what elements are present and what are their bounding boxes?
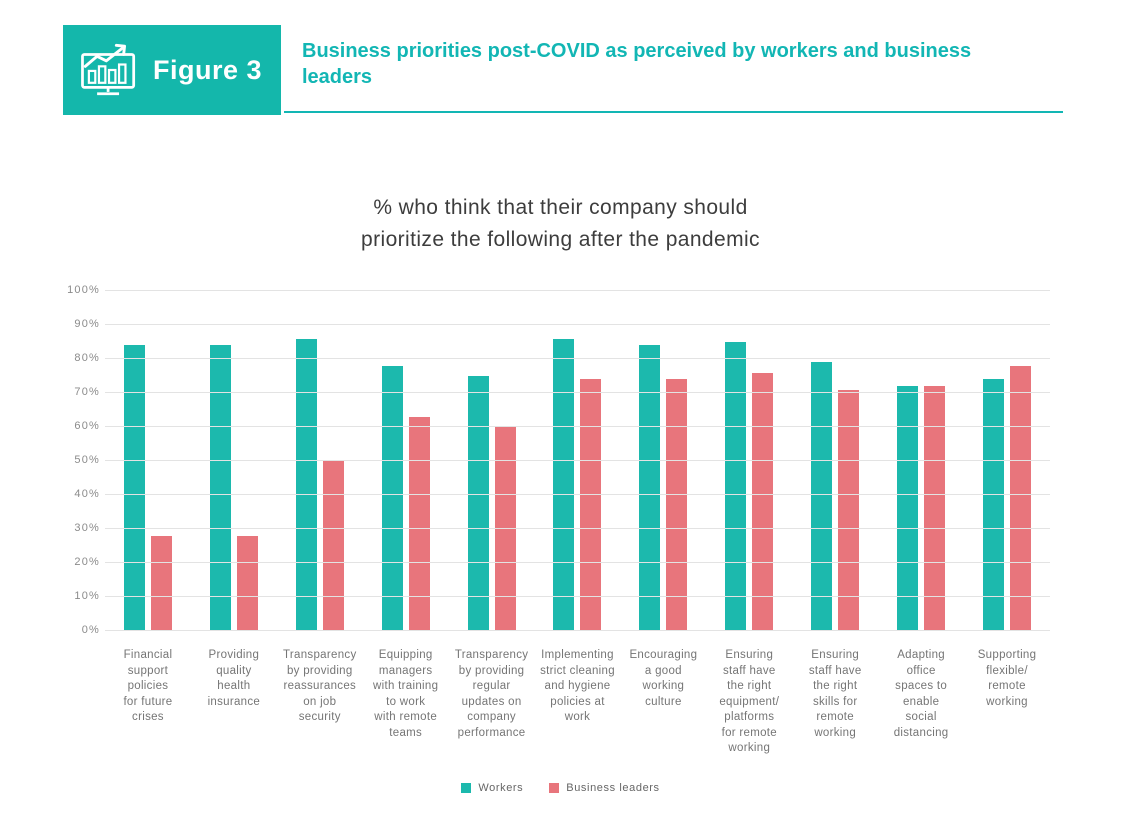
gridline [105, 426, 1050, 427]
gridline [105, 562, 1050, 563]
legend-label: Workers [478, 782, 524, 794]
plot-area [105, 290, 1050, 631]
bar-business-leaders [838, 389, 860, 631]
bar-workers [209, 345, 231, 631]
category-label: Adapting office spaces to enable social … [893, 649, 949, 739]
bar-business-leaders [752, 372, 774, 631]
bar-business-leaders [322, 461, 344, 631]
bar-workers [467, 376, 489, 631]
gridline [105, 324, 1050, 325]
bar-workers [123, 345, 145, 631]
legend-label: Business leaders [566, 782, 660, 794]
bar-group [191, 291, 277, 631]
bar-business-leaders [1010, 365, 1032, 631]
y-tick-label: 90% [74, 318, 100, 330]
bar-workers [639, 345, 661, 631]
y-tick-label: 10% [74, 590, 100, 602]
bar-group [620, 291, 706, 631]
y-tick-label: 20% [74, 556, 100, 568]
bar-group [535, 291, 621, 631]
bar-workers [897, 386, 919, 631]
category-label: Supporting flexible/ remote working [977, 649, 1037, 708]
gridline [105, 528, 1050, 529]
gridline [105, 290, 1050, 291]
category-labels: Financial support policies for future cr… [105, 648, 1050, 757]
header-rule [284, 111, 1063, 113]
bar-workers [381, 365, 403, 631]
bar-workers [811, 362, 833, 631]
bar-group [964, 291, 1050, 631]
bar-group [277, 291, 363, 631]
bar-business-leaders [666, 379, 688, 631]
legend-item: Business leaders [549, 782, 659, 794]
bar-business-leaders [150, 535, 172, 631]
bar-group [449, 291, 535, 631]
gridline [105, 358, 1050, 359]
chart-title: % who think that their company should pr… [361, 196, 760, 251]
bar-chart-monitor-icon [81, 43, 136, 96]
category-label: Transparency by providing regular update… [454, 649, 529, 739]
category-label: Financial support policies for future cr… [123, 649, 173, 723]
legend-item: Workers [461, 782, 523, 794]
y-tick-label: 30% [74, 522, 100, 534]
bar-workers [553, 338, 575, 631]
y-tick-label: 100% [67, 284, 100, 296]
bar-group [792, 291, 878, 631]
figure-title: Business priorities post-COVID as percei… [302, 40, 972, 88]
bar-business-leaders [494, 427, 516, 631]
legend-swatch [549, 783, 560, 793]
bar-groups [105, 291, 1050, 631]
category-label: Encouraging a good working culture [629, 649, 698, 708]
category-label: Ensuring staff have the right equipment/… [719, 649, 780, 754]
category-label: Equipping managers with training to work… [373, 649, 439, 739]
bar-group [363, 291, 449, 631]
bar-business-leaders [580, 379, 602, 631]
gridline [105, 494, 1050, 495]
category-label: Providing quality health insurance [207, 649, 261, 708]
legend-swatch [461, 783, 472, 793]
bar-business-leaders [924, 386, 946, 631]
gridline [105, 596, 1050, 597]
category-label: Implementing strict cleaning and hygiene… [540, 649, 615, 723]
y-tick-label: 70% [74, 386, 100, 398]
gridline [105, 392, 1050, 393]
y-tick-label: 50% [74, 454, 100, 466]
y-tick-label: 60% [74, 420, 100, 432]
legend: Workers Business leaders [0, 782, 1121, 794]
bar-group [105, 291, 191, 631]
figure-badge: Figure 3 [63, 25, 281, 115]
bar-workers [295, 338, 317, 631]
bar-workers [983, 379, 1005, 631]
figure-badge-label: Figure 3 [153, 54, 263, 85]
gridline [105, 460, 1050, 461]
y-tick-label: 0% [81, 624, 100, 636]
category-label: Transparency by providing reassurances o… [283, 649, 357, 723]
bar-business-leaders [408, 416, 430, 631]
gridline [105, 630, 1050, 631]
bar-group [706, 291, 792, 631]
bar-business-leaders [236, 535, 258, 631]
category-label: Ensuring staff have the right skills for… [808, 649, 862, 739]
y-tick-label: 80% [74, 352, 100, 364]
bar-workers [725, 342, 747, 631]
bar-group [878, 291, 964, 631]
y-tick-label: 40% [74, 488, 100, 500]
